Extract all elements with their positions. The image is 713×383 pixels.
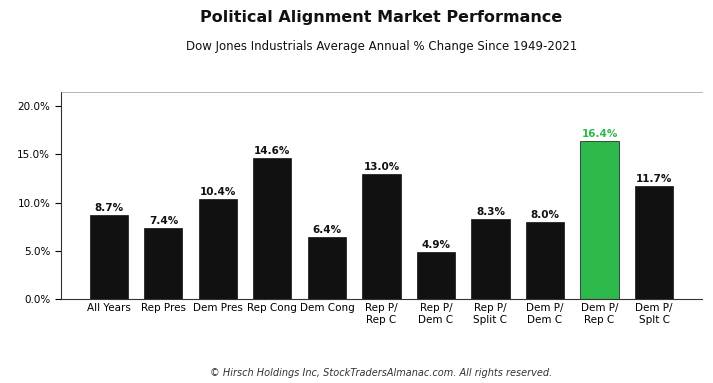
Text: Political Alignment Market Performance: Political Alignment Market Performance [200, 10, 563, 25]
Text: 14.6%: 14.6% [255, 146, 291, 156]
Text: © Hirsch Holdings Inc, StockTradersAlmanac.com. All rights reserved.: © Hirsch Holdings Inc, StockTradersAlman… [210, 368, 553, 378]
Text: 16.4%: 16.4% [581, 129, 617, 139]
Text: 8.0%: 8.0% [530, 210, 560, 220]
Bar [199, 199, 237, 299]
Text: 8.7%: 8.7% [94, 203, 123, 213]
Text: Dow Jones Industrials Average Annual % Change Since 1949-2021: Dow Jones Industrials Average Annual % C… [186, 40, 577, 53]
Bar [362, 173, 401, 299]
Text: 7.4%: 7.4% [149, 216, 178, 226]
Bar [580, 141, 619, 299]
Bar [90, 215, 128, 299]
Text: 11.7%: 11.7% [636, 174, 672, 184]
Bar [635, 186, 673, 299]
Text: 4.9%: 4.9% [421, 240, 451, 250]
Bar [471, 219, 510, 299]
Bar [417, 252, 455, 299]
Bar [253, 158, 292, 299]
Text: 8.3%: 8.3% [476, 207, 505, 217]
Text: 6.4%: 6.4% [312, 225, 342, 235]
Text: 10.4%: 10.4% [200, 187, 236, 197]
Bar [144, 228, 183, 299]
Bar [526, 222, 564, 299]
Bar [308, 237, 346, 299]
Text: 13.0%: 13.0% [364, 162, 399, 172]
